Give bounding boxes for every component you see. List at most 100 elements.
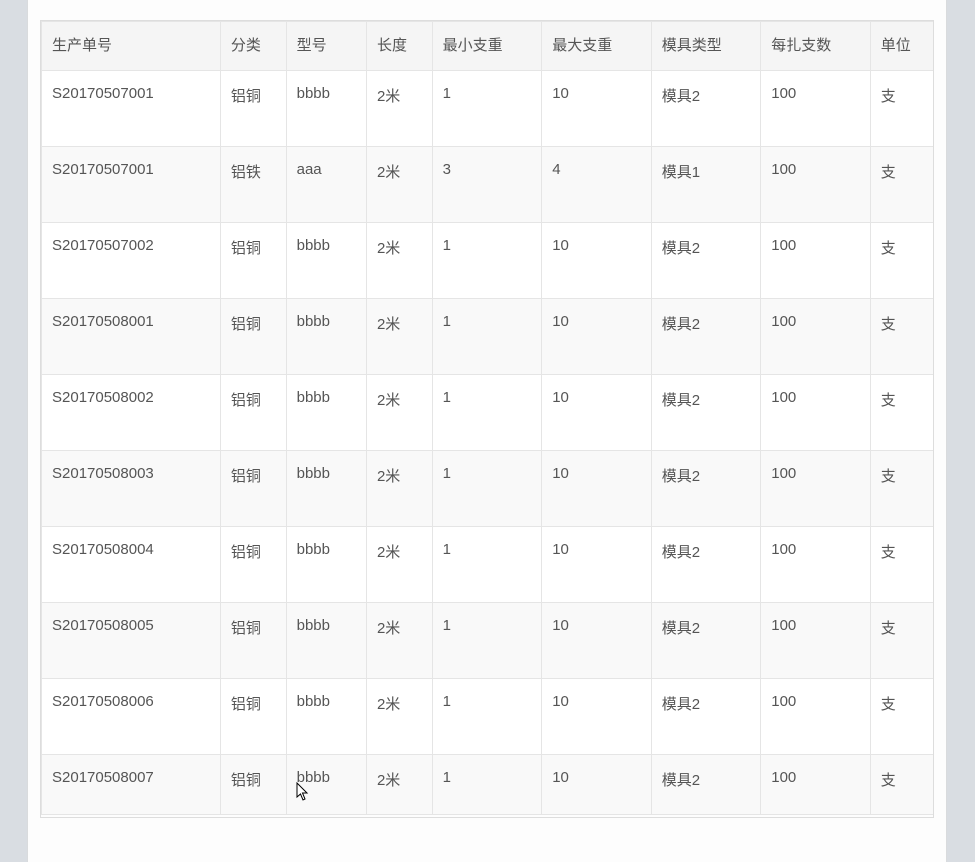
production-table: 生产单号分类型号长度最小支重最大支重模具类型每扎支数单位加工费产品备注 S201… (41, 21, 934, 815)
col-header-maxw[interactable]: 最大支重 (542, 22, 652, 71)
cell-len: 2米 (366, 223, 432, 299)
col-header-bundle[interactable]: 每扎支数 (761, 22, 871, 71)
cell-cat: 铝铜 (220, 375, 286, 451)
cell-order: S20170508002 (42, 375, 221, 451)
col-header-len[interactable]: 长度 (366, 22, 432, 71)
cell-minw: 1 (432, 755, 542, 815)
cell-order: S20170507001 (42, 71, 221, 147)
cell-mold: 模具2 (651, 299, 761, 375)
cell-minw: 1 (432, 71, 542, 147)
cell-minw: 1 (432, 527, 542, 603)
table-row[interactable]: S20170508003铝铜bbbb2米110模具2100支1222 (42, 451, 935, 527)
cell-maxw: 10 (542, 375, 652, 451)
cell-cat: 铝铜 (220, 603, 286, 679)
cell-unit: 支 (870, 679, 934, 755)
table-row[interactable]: S20170508002铝铜bbbb2米110模具2100支1222 (42, 375, 935, 451)
cell-order: S20170508007 (42, 755, 221, 815)
cell-cat: 铝铜 (220, 71, 286, 147)
table-row[interactable]: S20170507002铝铜bbbb2米110模具2100支1222 (42, 223, 935, 299)
cell-minw: 1 (432, 603, 542, 679)
cell-cat: 铝铜 (220, 755, 286, 815)
cell-unit: 支 (870, 223, 934, 299)
cell-len: 2米 (366, 71, 432, 147)
cell-unit: 支 (870, 71, 934, 147)
table-row[interactable]: S20170508005铝铜bbbb2米110模具2100支1222 (42, 603, 935, 679)
cell-unit: 支 (870, 527, 934, 603)
cell-mold: 模具2 (651, 71, 761, 147)
cell-len: 2米 (366, 147, 432, 223)
table-row[interactable]: S20170508004铝铜bbbb2米110模具2100支1222 (42, 527, 935, 603)
table-header: 生产单号分类型号长度最小支重最大支重模具类型每扎支数单位加工费产品备注 (42, 22, 935, 71)
table-row[interactable]: S20170508007铝铜bbbb2米110模具2100支1222 (42, 755, 935, 815)
page-root: 生产单号分类型号长度最小支重最大支重模具类型每扎支数单位加工费产品备注 S201… (0, 0, 975, 862)
col-header-model[interactable]: 型号 (286, 22, 366, 71)
cell-unit: 支 (870, 603, 934, 679)
content-panel: 生产单号分类型号长度最小支重最大支重模具类型每扎支数单位加工费产品备注 S201… (27, 0, 947, 862)
cell-cat: 铝铜 (220, 679, 286, 755)
cell-unit: 支 (870, 375, 934, 451)
cell-maxw: 10 (542, 755, 652, 815)
cell-model: bbbb (286, 451, 366, 527)
table-row[interactable]: S20170508006铝铜bbbb2米110模具2100支1222 (42, 679, 935, 755)
table-row[interactable]: S20170507001铝铜bbbb2米110模具2100支1222 (42, 71, 935, 147)
cell-len: 2米 (366, 299, 432, 375)
cell-model: bbbb (286, 223, 366, 299)
cell-maxw: 10 (542, 527, 652, 603)
cell-maxw: 10 (542, 299, 652, 375)
cell-unit: 支 (870, 451, 934, 527)
cell-mold: 模具2 (651, 527, 761, 603)
cell-order: S20170507002 (42, 223, 221, 299)
cell-minw: 1 (432, 451, 542, 527)
cell-len: 2米 (366, 679, 432, 755)
cell-maxw: 4 (542, 147, 652, 223)
cell-model: bbbb (286, 679, 366, 755)
cell-bundle: 100 (761, 755, 871, 815)
cell-maxw: 10 (542, 679, 652, 755)
col-header-mold[interactable]: 模具类型 (651, 22, 761, 71)
cell-mold: 模具2 (651, 755, 761, 815)
cell-order: S20170507001 (42, 147, 221, 223)
cell-unit: 支 (870, 755, 934, 815)
col-header-order[interactable]: 生产单号 (42, 22, 221, 71)
cell-minw: 1 (432, 375, 542, 451)
cell-bundle: 100 (761, 679, 871, 755)
cell-bundle: 100 (761, 71, 871, 147)
cell-maxw: 10 (542, 223, 652, 299)
cell-mold: 模具2 (651, 223, 761, 299)
cell-bundle: 100 (761, 375, 871, 451)
cell-cat: 铝铜 (220, 527, 286, 603)
cell-mold: 模具1 (651, 147, 761, 223)
cell-maxw: 10 (542, 451, 652, 527)
table-row[interactable]: S20170507001铝铁aaa2米34模具1100支111111 (42, 147, 935, 223)
cell-len: 2米 (366, 375, 432, 451)
cell-order: S20170508003 (42, 451, 221, 527)
cell-bundle: 100 (761, 451, 871, 527)
table-scroll-container[interactable]: 生产单号分类型号长度最小支重最大支重模具类型每扎支数单位加工费产品备注 S201… (40, 20, 934, 818)
header-row: 生产单号分类型号长度最小支重最大支重模具类型每扎支数单位加工费产品备注 (42, 22, 935, 71)
col-header-minw[interactable]: 最小支重 (432, 22, 542, 71)
cell-mold: 模具2 (651, 451, 761, 527)
cell-order: S20170508006 (42, 679, 221, 755)
col-header-cat[interactable]: 分类 (220, 22, 286, 71)
col-header-unit[interactable]: 单位 (870, 22, 934, 71)
cell-maxw: 10 (542, 71, 652, 147)
cell-bundle: 100 (761, 223, 871, 299)
cell-mold: 模具2 (651, 375, 761, 451)
cell-minw: 3 (432, 147, 542, 223)
cell-unit: 支 (870, 147, 934, 223)
cell-order: S20170508001 (42, 299, 221, 375)
cell-maxw: 10 (542, 603, 652, 679)
cell-bundle: 100 (761, 527, 871, 603)
cell-len: 2米 (366, 527, 432, 603)
table-row[interactable]: S20170508001铝铜bbbb2米110模具2100支1222 (42, 299, 935, 375)
cell-order: S20170508004 (42, 527, 221, 603)
cell-unit: 支 (870, 299, 934, 375)
cell-minw: 1 (432, 299, 542, 375)
cell-bundle: 100 (761, 299, 871, 375)
cell-model: bbbb (286, 755, 366, 815)
cell-model: bbbb (286, 299, 366, 375)
cell-minw: 1 (432, 223, 542, 299)
cell-model: aaa (286, 147, 366, 223)
cell-mold: 模具2 (651, 679, 761, 755)
cell-minw: 1 (432, 679, 542, 755)
